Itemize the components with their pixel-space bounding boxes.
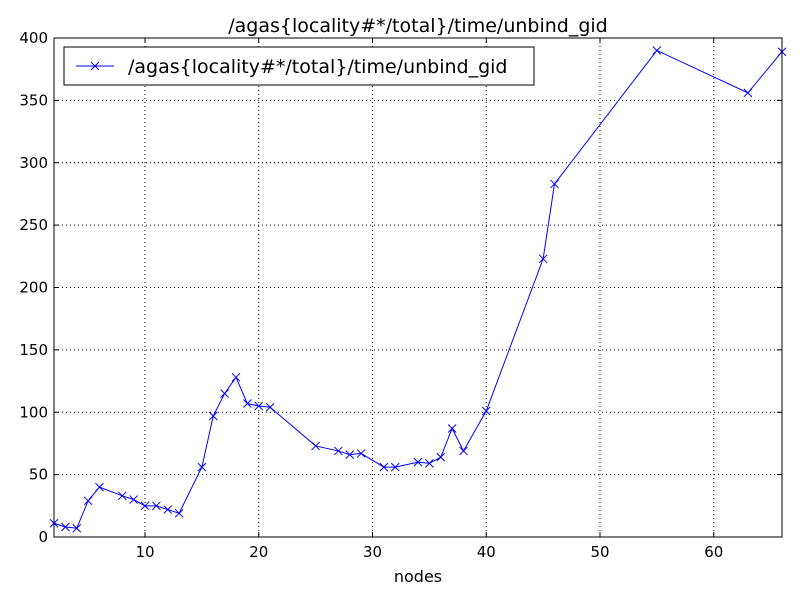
x-tick-label: 60 xyxy=(704,543,723,561)
ticks: 10 20 30 40 50 60 0 50 100 150 200 250 300 350 400 xyxy=(19,29,782,561)
data-point-marker xyxy=(390,462,400,472)
y-tick-label: 250 xyxy=(19,216,48,234)
x-axis-title: nodes xyxy=(394,567,442,586)
y-tick-label: 350 xyxy=(19,91,48,109)
data-point-marker xyxy=(459,446,468,456)
grid xyxy=(54,38,782,537)
data-point-marker xyxy=(117,491,127,501)
data-point-marker xyxy=(72,523,82,533)
data-point-marker xyxy=(129,495,138,504)
data-point-marker xyxy=(447,424,457,433)
data-point-marker xyxy=(652,46,662,55)
legend-label: /agas{locality#*/total}/time/unbind_gid xyxy=(128,56,508,78)
data-point-marker xyxy=(425,459,434,468)
data-point-marker xyxy=(550,179,559,189)
y-tick-label: 50 xyxy=(29,466,48,484)
data-point-marker xyxy=(220,389,229,398)
data-point-marker xyxy=(140,501,150,511)
data-point-marker xyxy=(481,406,491,416)
data-point-marker xyxy=(265,402,275,412)
x-tick-label: 30 xyxy=(363,543,382,561)
data-point-marker xyxy=(163,505,173,514)
data-point-marker xyxy=(243,399,252,408)
y-tick-label: 150 xyxy=(19,341,48,359)
data-point-marker xyxy=(174,508,184,518)
data-point-marker xyxy=(538,254,548,264)
y-tick-label: 100 xyxy=(19,403,48,421)
x-tick-label: 40 xyxy=(477,543,496,561)
data-point-marker xyxy=(152,501,161,511)
data-point-marker xyxy=(413,457,423,467)
data-point-marker xyxy=(356,449,366,458)
y-tick-label: 0 xyxy=(38,528,48,546)
data-point-marker xyxy=(95,482,104,492)
data-point-marker xyxy=(311,441,320,451)
y-tick-label: 200 xyxy=(19,279,48,297)
data-point-marker xyxy=(743,88,753,98)
data-point-marker xyxy=(231,372,241,382)
x-tick-label: 20 xyxy=(249,543,268,561)
data-point-marker xyxy=(197,462,207,472)
chart-title: /agas{locality#*/total}/time/unbind_gid xyxy=(228,15,608,37)
data-point-marker xyxy=(208,411,218,421)
legend: /agas{locality#*/total}/time/unbind_gid xyxy=(63,46,535,86)
y-tick-label: 400 xyxy=(19,29,48,47)
data-point-marker xyxy=(334,446,343,456)
data-point-marker xyxy=(345,450,355,460)
data-point-marker xyxy=(61,522,70,532)
x-tick-label: 10 xyxy=(135,543,154,561)
series-layer xyxy=(49,46,787,533)
legend-marker xyxy=(90,61,100,71)
y-tick-label: 300 xyxy=(19,154,48,172)
data-point-marker xyxy=(379,462,389,472)
data-point-marker xyxy=(254,401,264,411)
series-line xyxy=(53,49,783,529)
data-point-marker xyxy=(83,496,93,506)
x-tick-label: 50 xyxy=(590,543,609,561)
legend-box xyxy=(63,46,535,86)
data-point-marker xyxy=(436,452,446,462)
